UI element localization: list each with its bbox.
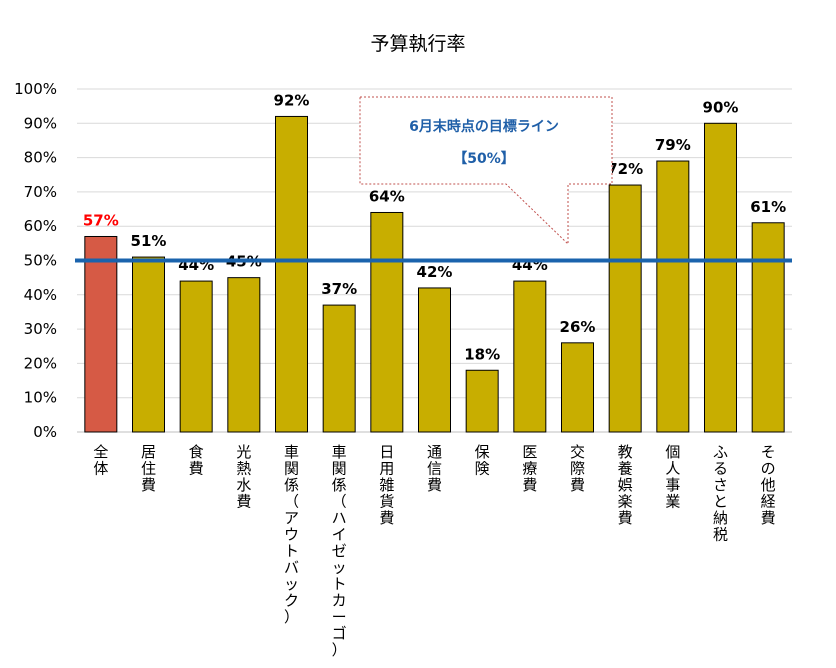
y-tick-label: 0% — [33, 423, 57, 441]
callout-line1: 6月末時点の目標ライン — [409, 118, 559, 135]
data-label: 79% — [655, 136, 691, 154]
data-label: 42% — [417, 263, 453, 281]
bar — [418, 287, 451, 433]
chart-title: 予算執行率 — [370, 33, 465, 55]
data-label: 90% — [703, 98, 739, 116]
bar — [132, 256, 165, 433]
y-axis-ticks: 0% 10% 20% 30% 40% 50% 60% 70% 80% 90% 100% — [14, 80, 57, 441]
bar — [608, 184, 642, 433]
data-label: 26% — [560, 318, 596, 336]
category-labels: 全体 居住費 食費 光熱水費 車関係（アウトバック） 車関係（ハイゼットカーゴ） 日用雑貨費… — [93, 443, 775, 659]
bar — [751, 222, 785, 433]
category-label: 保険 — [475, 443, 490, 478]
data-label: 72% — [607, 160, 643, 178]
category-label: 日用雑貨費 — [379, 443, 394, 527]
category-label: 医療費 — [522, 443, 537, 494]
y-tick-label: 50% — [24, 252, 57, 270]
category-label: 光熱水費 — [236, 443, 251, 511]
bar — [513, 280, 547, 433]
y-tick-label: 80% — [24, 149, 57, 167]
y-tick-label: 40% — [24, 286, 57, 304]
y-tick-label: 20% — [24, 354, 57, 372]
data-label: 51% — [131, 232, 167, 250]
bar — [84, 235, 118, 433]
data-label: 64% — [369, 187, 405, 205]
category-label: 教養娯楽費 — [618, 443, 633, 527]
category-label: ふるさと納税 — [713, 443, 728, 544]
bar — [227, 277, 261, 433]
data-label: 18% — [464, 345, 500, 363]
callout-line2: 【50%】 — [453, 151, 515, 167]
y-tick-label: 100% — [14, 80, 57, 98]
category-label: 個人事業 — [665, 443, 680, 511]
y-tick-label: 30% — [24, 320, 57, 338]
bar — [322, 304, 356, 433]
y-tick-label: 70% — [24, 183, 57, 201]
category-label: 食費 — [189, 443, 204, 478]
data-labels: 57%51%44%45%92%37%64%42%18%44%26%72%79%9… — [83, 91, 786, 363]
category-label: 車関係（ハイゼットカーゴ） — [332, 443, 347, 659]
category-label: 居住費 — [141, 443, 156, 494]
bar — [561, 342, 594, 433]
callout-box — [359, 96, 613, 246]
y-tick-label: 90% — [24, 114, 57, 132]
category-label: 交際費 — [570, 443, 585, 494]
y-tick-label: 60% — [24, 217, 57, 235]
data-label: 57% — [83, 211, 119, 229]
data-label: 61% — [750, 198, 786, 216]
bar — [465, 369, 499, 433]
category-label: 通信費 — [427, 443, 442, 494]
data-label: 92% — [274, 91, 310, 109]
data-label: 37% — [321, 280, 357, 298]
category-label: 全体 — [93, 443, 108, 478]
category-label: その他経費 — [761, 443, 776, 527]
target-callout: 6月末時点の目標ライン 【50%】 — [359, 96, 613, 246]
bar — [275, 115, 308, 433]
bar — [179, 280, 213, 433]
y-tick-label: 10% — [24, 389, 57, 407]
category-label: 車関係（アウトバック） — [284, 443, 299, 626]
bar — [370, 211, 404, 433]
bar — [704, 122, 737, 433]
bar — [656, 160, 690, 433]
bars — [84, 115, 785, 433]
